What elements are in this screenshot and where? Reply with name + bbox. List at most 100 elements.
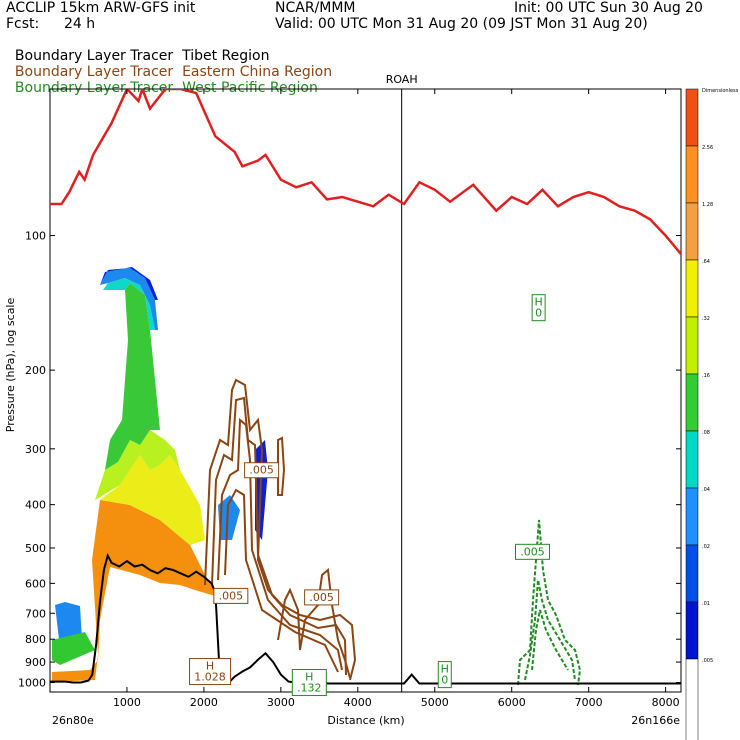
- contour-label-box: [213, 587, 249, 604]
- colorbar-segment: [685, 373, 699, 432]
- contour-label-text: H: [305, 671, 313, 684]
- contour-label-text: 0: [535, 307, 542, 320]
- colorbar-segment: [685, 145, 699, 204]
- west-pacific-contours: [517, 519, 582, 686]
- contour-label-box: [189, 658, 232, 686]
- plot-frame: [49, 88, 682, 693]
- station-label: ROAH: [386, 73, 418, 86]
- shading-orange: [52, 500, 215, 682]
- colorbar-label: .04: [702, 487, 710, 493]
- y-tick-label: 200: [25, 364, 46, 377]
- colorbar-segment: [685, 88, 699, 147]
- contour-label-text: .005: [219, 589, 244, 602]
- x-tick-label: 7000: [575, 696, 603, 709]
- y-axis-title: Pressure (hPa), log scale: [4, 298, 17, 433]
- forecast-label: Fcst:: [6, 16, 40, 32]
- colorbar-segment: [685, 544, 699, 603]
- colorbar-label: 1.28: [702, 202, 713, 208]
- colorbar-label: .005: [702, 658, 713, 664]
- shading-green: [105, 283, 160, 470]
- x-axis-title: Distance (km): [327, 714, 404, 727]
- contour-label-text: 1.028: [194, 671, 226, 684]
- china-contour-east: [277, 587, 301, 651]
- shading-blue: [100, 268, 158, 330]
- colorbar-label: .02: [702, 544, 710, 550]
- x-start-label: 26n80e: [52, 714, 94, 727]
- init-time: Init: 00 UTC Sun 30 Aug 20: [514, 0, 703, 16]
- x-tick-label: 8000: [652, 696, 680, 709]
- colorbar-segment: [685, 487, 699, 546]
- colorbar-segment: [685, 601, 699, 660]
- pacific-contour: [524, 579, 576, 681]
- contour-label-box: [304, 589, 340, 606]
- colorbar-segment: [685, 202, 699, 261]
- china-contour-upper: [277, 436, 286, 496]
- contour-label-text: 0: [441, 674, 448, 687]
- x-end-label: 26n166e: [631, 714, 680, 727]
- colorbar: Dimensionless 2.56 1.28 .64 .32 .16 .08 .04 .02.…: [685, 88, 739, 740]
- colorbar-label: Dimensionless: [702, 88, 739, 94]
- contour-label-text: .005: [249, 464, 274, 477]
- y-tick-label: 800: [25, 633, 46, 646]
- contour-label-box: [244, 462, 280, 479]
- y-tick-label: 1000: [18, 677, 46, 690]
- china-contour-east: [299, 568, 351, 679]
- tracer-prefix: Boundary Layer Tracer: [14, 64, 174, 80]
- contour-label-box: [291, 669, 327, 697]
- y-tick-label: 400: [25, 499, 46, 512]
- contour-label-box: [531, 294, 546, 322]
- shading-lime: [95, 430, 180, 500]
- colorbar-label: .32: [702, 316, 710, 322]
- contour-label-text: H: [441, 663, 449, 676]
- colorbar-segment: [685, 430, 699, 489]
- x-tick-label: 3000: [267, 696, 295, 709]
- china-contour: [224, 488, 339, 673]
- contour-label-box: [514, 543, 550, 560]
- y-tick-label: 300: [25, 443, 46, 456]
- shading-cyan: [103, 278, 155, 330]
- colorbar-label: 2.56: [702, 145, 713, 151]
- y-axis-ticks: 100 200 300 400 500 600 700 800 900 1000: [18, 230, 681, 690]
- tropopause-line: [50, 89, 681, 255]
- y-tick-label: 600: [25, 577, 46, 590]
- contour-label-text: .132: [297, 682, 322, 695]
- china-contour: [217, 417, 343, 671]
- x-tick-label: 4000: [344, 696, 372, 709]
- colorbar-segment: [685, 316, 699, 375]
- contour-label-box: [437, 661, 452, 689]
- tracer-prefix: Boundary Layer Tracer: [14, 48, 174, 64]
- contour-label-text: H: [206, 660, 214, 673]
- x-tick-label: 6000: [498, 696, 526, 709]
- model-title: ACCLIP 15km ARW-GFS init: [6, 0, 196, 16]
- pacific-contour: [531, 609, 569, 671]
- shading-yellow: [92, 455, 205, 555]
- forecast-hours: 24 h: [64, 16, 96, 32]
- y-tick-label: 500: [25, 542, 46, 555]
- org-label: NCAR/MMM: [275, 0, 356, 16]
- tracer-legend-tibet: Boundary Layer Tracer Tibet Region: [6, 34, 270, 64]
- y-tick-label: 700: [25, 607, 46, 620]
- contour-label-text: .005: [520, 545, 545, 558]
- valid-time: Valid: 00 UTC Mon 31 Aug 20 (09 JST Mon …: [275, 16, 648, 32]
- contour-label-text: .005: [309, 591, 334, 604]
- colorbar-label: .08: [702, 430, 710, 436]
- shading-cyan-low-left: [52, 632, 95, 665]
- colorbar-segment: [685, 658, 699, 740]
- y-tick-label: 900: [25, 656, 46, 669]
- colorbar-label: .01: [702, 601, 710, 607]
- china-contour: [211, 396, 347, 676]
- tracer-region: West Pacific Region: [182, 80, 318, 96]
- shading-blue-patch-mid2: [218, 495, 240, 540]
- colorbar-label: .64: [702, 259, 710, 265]
- x-tick-label: 1000: [113, 696, 141, 709]
- colorbar-segment: [685, 259, 699, 318]
- y-tick-label: 100: [25, 230, 46, 243]
- contour-label-text: H: [534, 296, 542, 309]
- tracer-region: Eastern China Region: [182, 64, 333, 80]
- tracer-region: Tibet Region: [182, 48, 270, 64]
- tracer-legend-eastern-china: Boundary Layer Tracer Eastern China Regi…: [6, 50, 332, 80]
- x-tick-label: 5000: [421, 696, 449, 709]
- eastern-china-contours: [204, 378, 357, 681]
